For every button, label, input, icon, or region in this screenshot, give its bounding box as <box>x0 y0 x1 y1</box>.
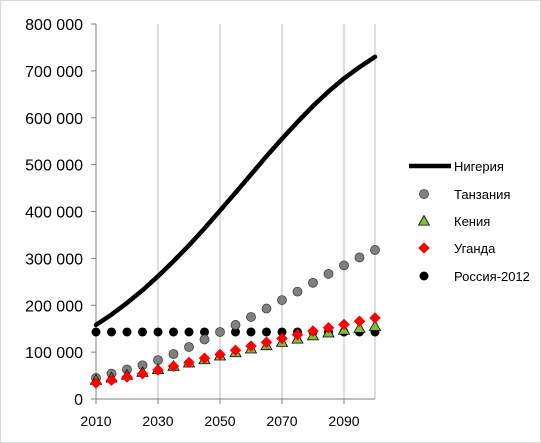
series-3-point-1 <box>105 374 118 387</box>
series-4-point-5 <box>169 327 178 337</box>
series-4-point-12 <box>277 327 287 337</box>
x-tick-label-0: 2010 <box>80 413 111 429</box>
legend-entry-4: Россия-2012 <box>419 269 530 284</box>
legend-entry-0: Нигерия <box>409 159 504 174</box>
series-1-point-10 <box>246 312 256 322</box>
y-tick-label-0: 0 <box>74 392 83 409</box>
series-3-point-14 <box>307 325 319 337</box>
x-tick-label-2: 2050 <box>204 413 235 429</box>
y-tick-label-3: 300 000 <box>25 251 83 268</box>
series-3-point-12 <box>276 332 288 345</box>
series-1-point-15 <box>323 268 334 279</box>
series-1-point-13 <box>292 286 303 297</box>
series-1-point-14 <box>308 277 318 288</box>
grid-lines <box>95 24 376 399</box>
x-tick-label-4: 2090 <box>328 413 359 429</box>
series-2-point-17 <box>353 321 366 333</box>
series-3-point-2 <box>121 371 133 383</box>
series-1-point-16 <box>339 260 349 271</box>
legend-label-1: Танзания <box>454 187 510 202</box>
legend-label-4: Россия-2012 <box>454 269 530 284</box>
legend-label-2: Кения <box>454 214 490 229</box>
y-tick-label-4: 400 000 <box>25 205 83 222</box>
series-3-point-16 <box>338 318 350 331</box>
series-4-point-11 <box>262 327 271 337</box>
series-4-point-3 <box>138 327 147 337</box>
series-3-point-7 <box>198 352 211 365</box>
axes: 0 100 000 200 000 300 000 400 000 500 000 600 … <box>25 17 375 429</box>
series-3-point-9 <box>229 344 242 357</box>
series-1-point-5 <box>168 349 179 359</box>
series-4-point-2 <box>122 327 132 337</box>
series-line-0 <box>93 54 378 328</box>
series-4-point-7 <box>200 327 209 337</box>
series-4-point-9 <box>231 327 240 337</box>
plot-area <box>89 54 382 389</box>
x-tick-label-3: 2070 <box>266 413 297 429</box>
series-3-point-5 <box>167 360 180 373</box>
y-tick-label-5: 500 000 <box>25 158 83 175</box>
series-1-point-11 <box>261 303 272 314</box>
legend-entry-1: Танзания <box>419 187 510 202</box>
series-4-point-6 <box>184 327 194 337</box>
series-3-point-10 <box>245 340 257 352</box>
series-1-point-12 <box>277 295 287 305</box>
legend-entry-3: Уганда <box>418 241 496 256</box>
series-3-point-0 <box>90 377 102 389</box>
series-4-point-1 <box>107 327 116 337</box>
series-1-point-7 <box>199 334 210 345</box>
series-3-point-4 <box>152 364 164 376</box>
series-3-point-6 <box>183 356 195 369</box>
series-1-point-18 <box>370 245 380 255</box>
series-3-point-11 <box>260 336 273 349</box>
series-1 <box>91 245 380 383</box>
y-tick-label-6: 600 000 <box>25 111 83 128</box>
series-4-point-10 <box>246 327 256 337</box>
series-2-point-18 <box>368 320 382 331</box>
series-3-point-18 <box>369 312 381 324</box>
legend-swatch-4 <box>419 271 429 281</box>
series-3-point-13 <box>291 328 304 341</box>
series-3-point-17 <box>353 315 366 328</box>
legend-swatch-2 <box>417 214 431 226</box>
legend: Нигерия Танзания Кения Уганда Россия-2012 <box>409 159 530 284</box>
series-1-point-9 <box>230 320 241 330</box>
legend-label-3: Уганда <box>454 241 496 256</box>
legend-swatch-3 <box>418 242 430 254</box>
legend-label-0: Нигерия <box>454 159 504 174</box>
y-tick-label-8: 800 000 <box>25 17 83 34</box>
series-0 <box>93 54 378 328</box>
y-tick-label-1: 100 000 <box>25 345 83 362</box>
series-3-point-8 <box>214 348 226 361</box>
x-tick-label-1: 2030 <box>142 413 173 429</box>
series-3 <box>90 312 381 389</box>
y-tick-label-2: 200 000 <box>25 298 83 315</box>
series-3-point-15 <box>322 321 335 334</box>
series-1-point-6 <box>184 342 194 352</box>
series-1-point-8 <box>215 327 225 337</box>
legend-entry-2: Кения <box>417 214 490 229</box>
series-4-point-4 <box>153 327 163 337</box>
legend-swatch-1 <box>419 189 429 199</box>
series-1-point-17 <box>354 252 365 263</box>
series-4-point-0 <box>91 327 101 337</box>
y-tick-label-7: 700 000 <box>25 64 83 81</box>
series-3-point-3 <box>136 367 149 380</box>
